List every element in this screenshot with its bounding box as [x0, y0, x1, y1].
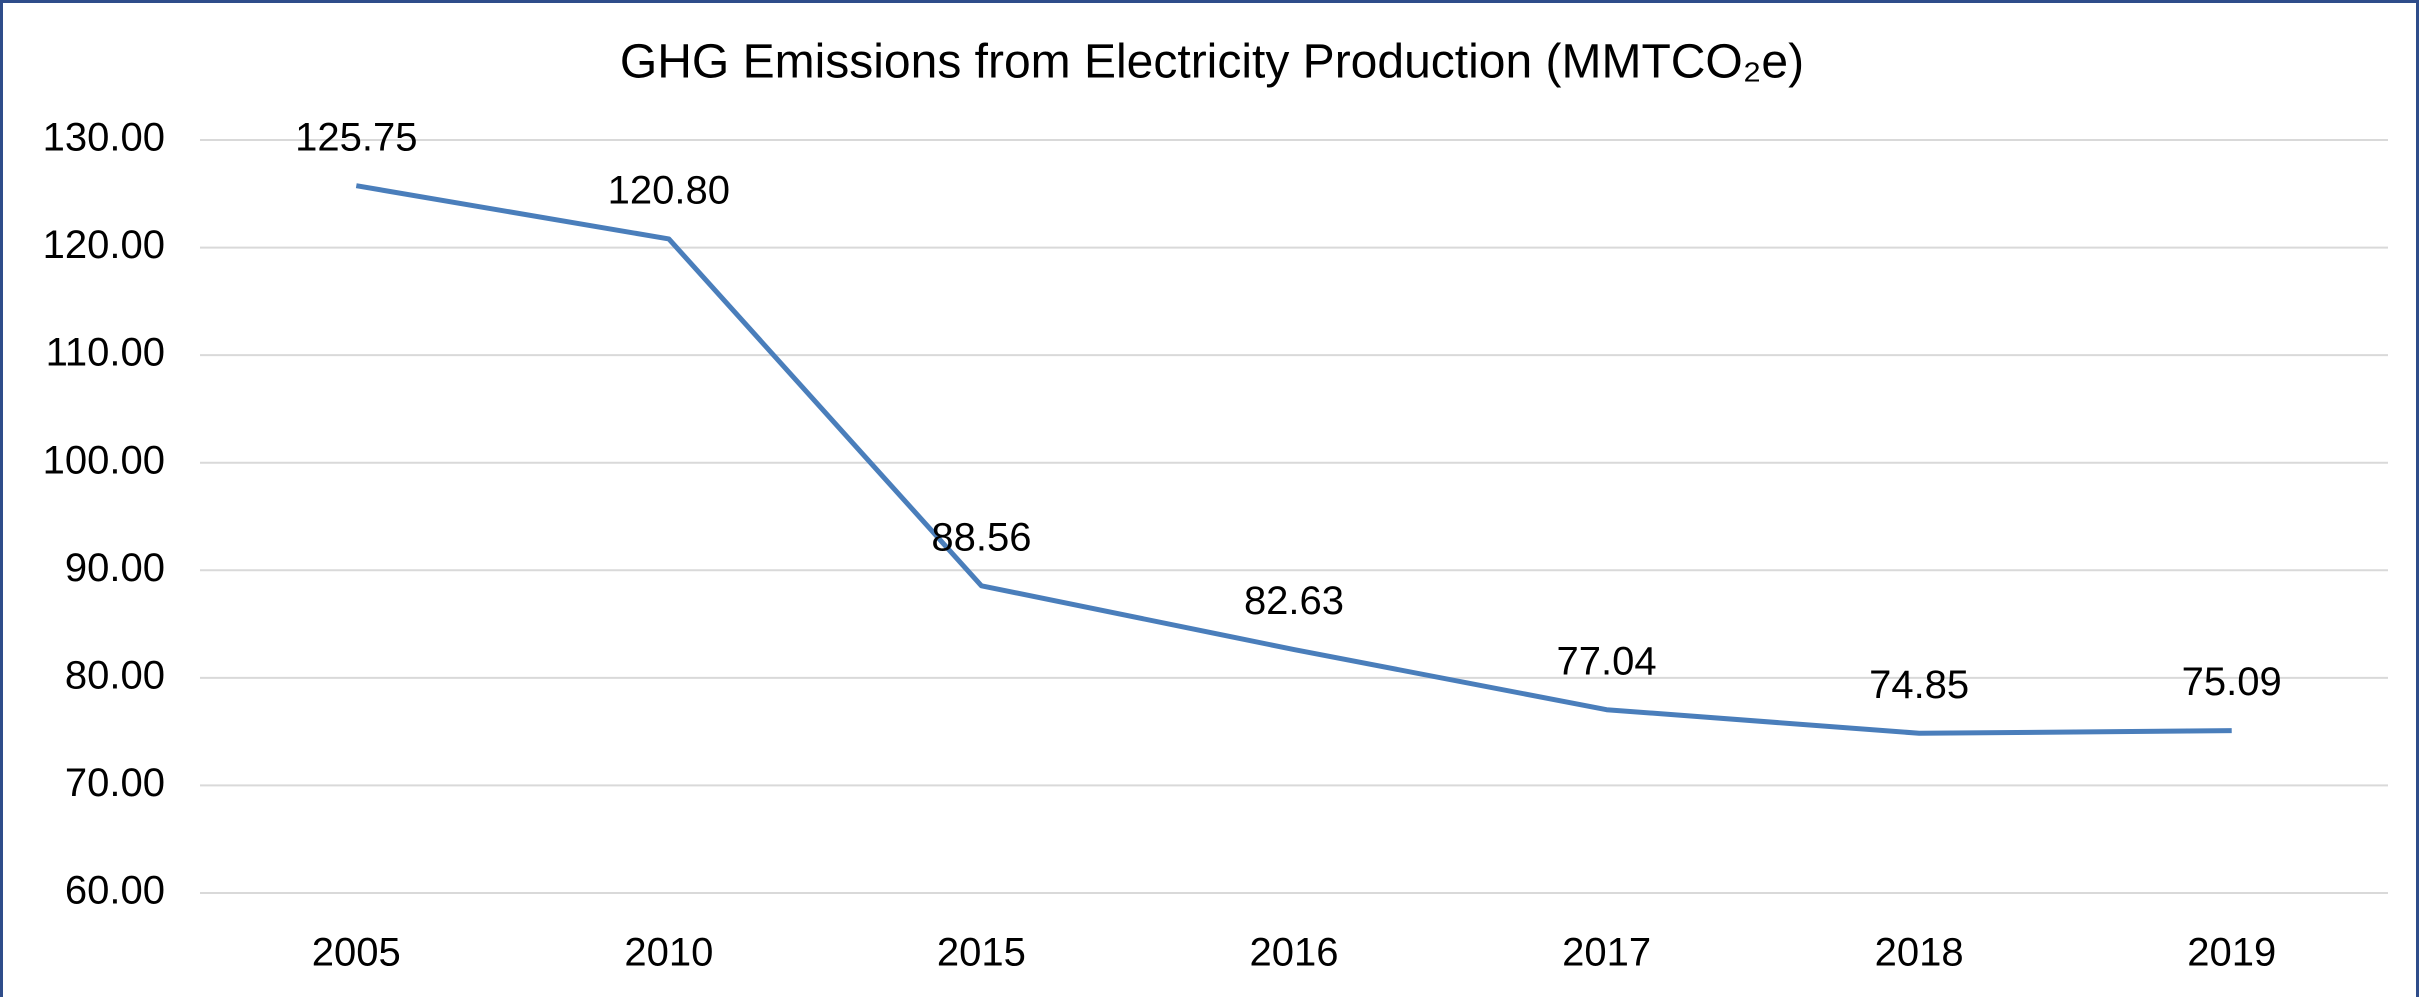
y-tick-label: 120.00 [43, 223, 165, 267]
x-tick-label: 2018 [1875, 931, 1964, 975]
x-tick-label: 2019 [2187, 931, 2276, 975]
y-tick-label: 70.00 [65, 761, 165, 805]
data-label: 82.63 [1244, 579, 1344, 623]
data-label: 88.56 [931, 515, 1031, 559]
data-label: 74.85 [1869, 663, 1969, 707]
x-tick-label: 2005 [312, 931, 401, 975]
y-tick-label: 130.00 [43, 116, 165, 160]
y-tick-label: 80.00 [65, 653, 165, 697]
data-label: 120.80 [608, 169, 730, 213]
chart-title: GHG Emissions from Electricity Productio… [620, 36, 1804, 89]
data-line [355, 183, 2232, 736]
x-tick-label: 2017 [1562, 931, 1651, 975]
x-tick-label: 2010 [624, 931, 713, 975]
x-tick-label: 2016 [1250, 931, 1339, 975]
data-label: 125.75 [295, 115, 417, 159]
data-label: 77.04 [1557, 639, 1657, 683]
y-tick-label: 110.00 [46, 331, 165, 375]
y-tick-label: 60.00 [65, 869, 165, 913]
y-tick-label: 100.00 [43, 438, 165, 482]
y-tick-label: 90.00 [65, 546, 165, 590]
data-label: 75.09 [2182, 660, 2282, 704]
x-tick-label: 2015 [937, 931, 1026, 975]
